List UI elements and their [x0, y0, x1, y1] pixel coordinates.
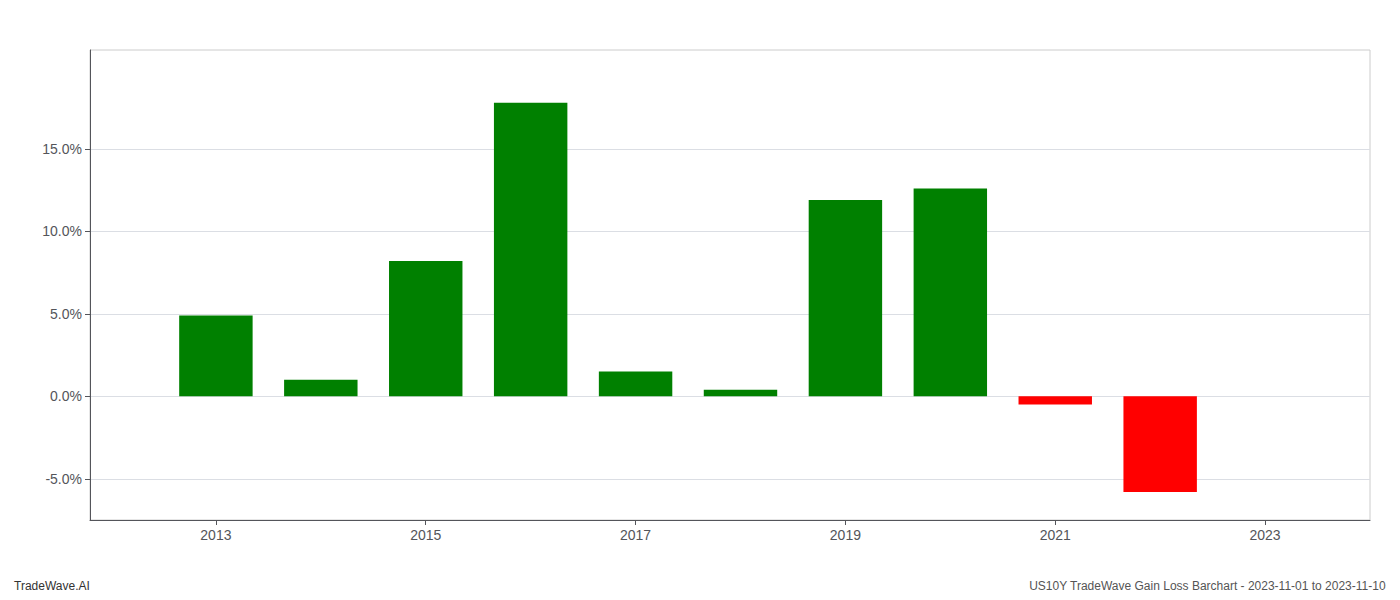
svg-text:10.0%: 10.0%	[42, 223, 82, 239]
svg-text:15.0%: 15.0%	[42, 141, 82, 157]
svg-text:2021: 2021	[1040, 527, 1071, 543]
svg-text:TradeWave.AI: TradeWave.AI	[14, 579, 90, 593]
svg-text:0.0%: 0.0%	[50, 388, 82, 404]
svg-text:-5.0%: -5.0%	[45, 471, 82, 487]
svg-text:US10Y TradeWave Gain Loss Barc: US10Y TradeWave Gain Loss Barchart - 202…	[1029, 579, 1386, 593]
svg-text:2013: 2013	[200, 527, 231, 543]
svg-text:2015: 2015	[410, 527, 441, 543]
svg-text:2023: 2023	[1250, 527, 1281, 543]
svg-text:2019: 2019	[830, 527, 861, 543]
svg-text:2017: 2017	[620, 527, 651, 543]
svg-text:5.0%: 5.0%	[50, 306, 82, 322]
